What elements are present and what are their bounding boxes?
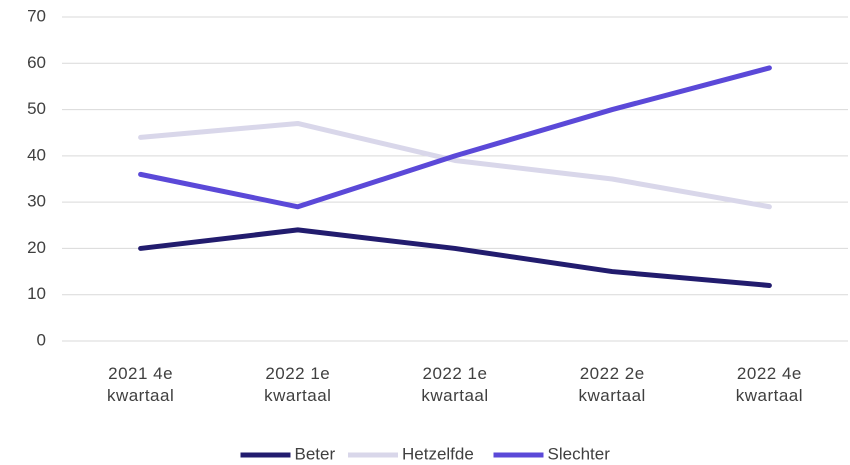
legend-label: Slechter [548, 444, 611, 463]
y-tick-label: 0 [37, 330, 46, 349]
y-tick-label: 70 [27, 6, 46, 25]
legend-label: Beter [295, 444, 336, 463]
legend-label: Hetzelfde [402, 444, 474, 463]
line-series [138, 65, 772, 210]
line-series [138, 227, 772, 288]
x-tick-label: 2022 1e kwartaal [264, 364, 332, 405]
y-tick-label: 40 [27, 145, 46, 164]
x-tick-label: 2021 4e kwartaal [106, 364, 175, 405]
line-series [138, 120, 772, 210]
y-tick-label: 10 [27, 284, 46, 303]
y-tick-label: 50 [27, 99, 46, 118]
x-tick-label: 2022 4e kwartaal [735, 364, 804, 405]
y-tick-label: 30 [27, 192, 46, 211]
y-tick-label: 60 [27, 53, 46, 72]
x-tick-label: 2022 1e kwartaal [421, 364, 489, 405]
y-tick-label: 20 [27, 238, 46, 257]
x-tick-label: 2022 2e kwartaal [578, 364, 646, 405]
